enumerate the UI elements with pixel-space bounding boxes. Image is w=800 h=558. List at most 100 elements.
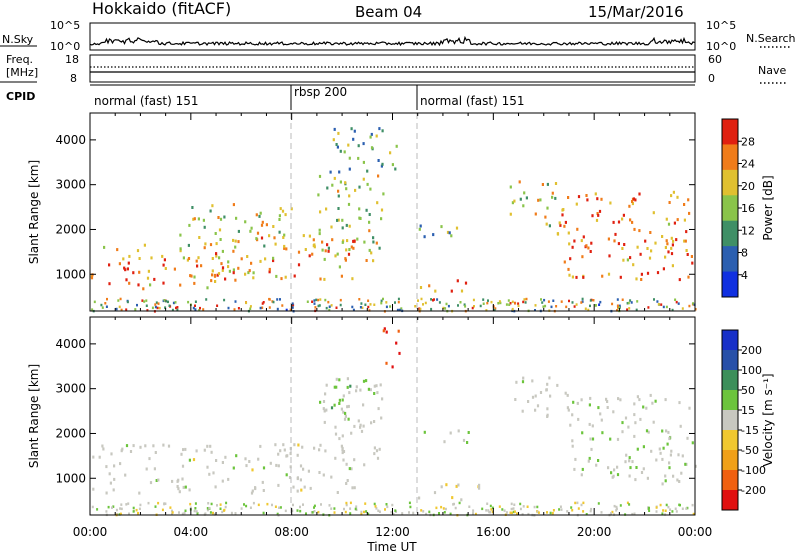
data-cell xyxy=(606,406,609,409)
data-cell xyxy=(375,134,378,138)
data-cell xyxy=(203,225,206,229)
data-cell xyxy=(198,236,201,239)
data-cell xyxy=(664,398,667,402)
cpid-strip: CPID normal (fast) 151 rbsp 200 normal (… xyxy=(6,84,695,110)
data-cell xyxy=(151,306,154,310)
data-cell xyxy=(343,417,347,421)
data-cell xyxy=(167,300,169,304)
data-cell xyxy=(482,298,485,301)
data-cell xyxy=(317,510,320,514)
data-cell xyxy=(685,507,688,510)
data-cell xyxy=(370,132,373,136)
data-cell xyxy=(184,509,187,512)
data-cell xyxy=(595,218,599,222)
colorbar-tick-label: 20 xyxy=(741,180,755,193)
data-cell xyxy=(460,289,464,293)
data-cell xyxy=(101,306,104,309)
colorbar-swatch xyxy=(722,350,738,371)
data-cell xyxy=(531,379,534,383)
data-cell xyxy=(357,144,360,148)
data-cell xyxy=(215,242,218,246)
data-cell xyxy=(355,389,358,393)
data-cell xyxy=(259,444,262,448)
data-cell xyxy=(374,505,377,508)
data-cell xyxy=(683,218,686,222)
data-cell xyxy=(119,512,122,516)
data-cell xyxy=(324,449,327,453)
data-cell xyxy=(455,484,458,488)
data-cell xyxy=(155,479,158,482)
data-cell xyxy=(96,508,99,511)
data-cell xyxy=(237,229,240,233)
data-cell xyxy=(489,511,492,514)
cpid-segment-label: normal (fast) 151 xyxy=(94,94,198,108)
data-cell xyxy=(370,421,373,425)
data-cell xyxy=(559,223,562,227)
data-cell xyxy=(653,298,655,301)
data-cell xyxy=(219,238,222,241)
data-cell xyxy=(334,254,337,258)
data-cell xyxy=(313,510,316,513)
data-cell xyxy=(425,512,428,516)
data-cell xyxy=(589,396,592,400)
data-cell xyxy=(255,213,258,217)
data-cell xyxy=(592,299,595,302)
data-cell xyxy=(644,239,647,243)
data-cell xyxy=(302,234,305,238)
data-cell xyxy=(109,481,112,485)
data-cell xyxy=(349,512,352,515)
data-cell xyxy=(91,505,94,509)
data-cell xyxy=(642,445,645,449)
data-cell xyxy=(154,303,157,306)
data-cell xyxy=(349,501,352,505)
data-cell xyxy=(645,429,649,433)
data-cell xyxy=(214,485,217,489)
data-cell xyxy=(119,462,122,466)
data-cell xyxy=(204,512,207,515)
data-cell xyxy=(373,384,376,388)
data-cell xyxy=(467,431,470,434)
data-cell xyxy=(318,471,321,474)
data-cell xyxy=(382,192,385,196)
data-cell xyxy=(575,202,578,206)
data-cell xyxy=(647,306,650,309)
data-cell xyxy=(659,503,662,507)
data-cell xyxy=(631,220,634,224)
data-cell xyxy=(234,300,237,303)
data-cell xyxy=(661,235,664,238)
data-cell xyxy=(539,391,543,394)
data-cell xyxy=(487,299,489,302)
data-cell xyxy=(157,501,160,505)
data-cell xyxy=(296,489,299,493)
data-cell xyxy=(154,451,157,454)
beam-title: Beam 04 xyxy=(355,3,422,21)
data-cell xyxy=(580,398,583,402)
data-cell xyxy=(444,507,447,511)
data-cell xyxy=(688,211,691,215)
data-cell xyxy=(163,299,166,302)
data-cell xyxy=(510,507,513,511)
data-cell xyxy=(118,513,121,516)
data-cell xyxy=(491,510,494,514)
data-cell xyxy=(519,507,522,511)
data-cell xyxy=(105,510,108,513)
data-cell xyxy=(656,271,660,275)
data-cell xyxy=(190,274,193,278)
data-cell xyxy=(628,459,631,463)
data-cell xyxy=(153,467,156,471)
data-cell xyxy=(668,466,671,470)
date-title: 15/Mar/2016 xyxy=(588,3,684,21)
data-cell xyxy=(213,513,216,516)
data-cell xyxy=(564,220,567,224)
data-cell xyxy=(318,228,321,232)
data-cell xyxy=(558,221,561,225)
data-cell xyxy=(531,395,535,399)
data-cell xyxy=(667,430,670,434)
data-cell xyxy=(378,447,381,451)
data-cell xyxy=(514,302,517,305)
data-cell xyxy=(582,275,585,279)
data-cell xyxy=(261,220,264,224)
data-cell xyxy=(245,464,248,468)
time-tick-label: 16:00 xyxy=(476,525,511,539)
data-cell xyxy=(414,305,417,308)
